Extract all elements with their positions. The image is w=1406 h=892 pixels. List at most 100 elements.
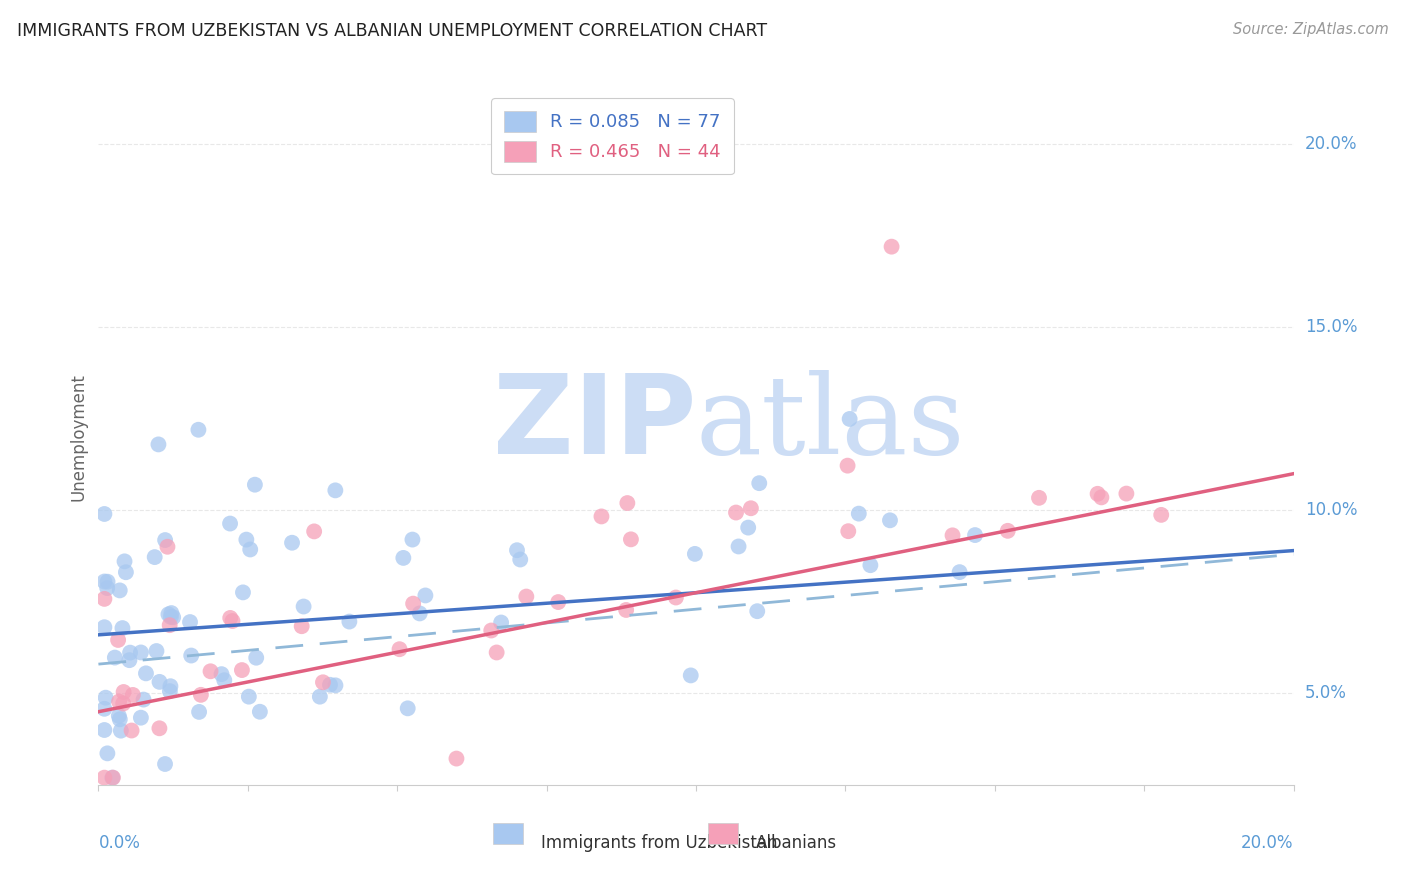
Point xyxy=(243,477,266,491)
FancyBboxPatch shape xyxy=(494,823,523,844)
Point xyxy=(665,591,688,605)
Point xyxy=(93,702,115,716)
FancyBboxPatch shape xyxy=(709,823,738,844)
Point xyxy=(1090,491,1112,505)
Point xyxy=(93,771,115,785)
Point xyxy=(108,712,131,726)
Point xyxy=(614,603,637,617)
Text: Source: ZipAtlas.com: Source: ZipAtlas.com xyxy=(1233,22,1389,37)
Point xyxy=(190,688,212,702)
Point xyxy=(159,679,181,693)
Point xyxy=(948,565,970,579)
Text: Albanians: Albanians xyxy=(756,834,837,852)
Point xyxy=(239,542,262,557)
Point xyxy=(509,552,531,566)
Point xyxy=(838,412,860,426)
Point xyxy=(93,620,115,634)
Point xyxy=(96,581,118,595)
Text: 20.0%: 20.0% xyxy=(1241,834,1294,852)
Point xyxy=(112,685,135,699)
Point xyxy=(93,591,115,606)
Point xyxy=(112,697,135,711)
Point xyxy=(96,747,118,761)
Point xyxy=(135,666,157,681)
Point xyxy=(129,711,152,725)
Point xyxy=(115,566,138,580)
Point xyxy=(108,583,131,598)
Point xyxy=(118,653,141,667)
Point xyxy=(108,709,131,723)
Point xyxy=(129,645,152,659)
Point xyxy=(291,619,314,633)
Point xyxy=(401,533,423,547)
Point xyxy=(148,674,170,689)
Point xyxy=(302,524,325,539)
Point xyxy=(94,690,117,705)
Legend: R = 0.085   N = 77, R = 0.465   N = 44: R = 0.085 N = 77, R = 0.465 N = 44 xyxy=(491,98,734,174)
Point xyxy=(1150,508,1173,522)
Point xyxy=(312,675,335,690)
Point xyxy=(479,624,502,638)
Point xyxy=(941,528,963,542)
Point xyxy=(93,723,115,737)
Point xyxy=(319,678,342,692)
Point xyxy=(325,678,347,692)
Point xyxy=(187,423,209,437)
Point xyxy=(101,771,124,785)
Point xyxy=(110,723,132,738)
Point xyxy=(159,684,181,698)
Point xyxy=(408,607,430,621)
Point xyxy=(737,520,759,534)
Point xyxy=(101,771,124,785)
Point xyxy=(153,757,176,772)
Point xyxy=(292,599,315,614)
Point xyxy=(879,513,901,527)
Point xyxy=(506,543,529,558)
Point xyxy=(1087,487,1109,501)
Point xyxy=(235,533,257,547)
Point xyxy=(232,585,254,599)
Point xyxy=(104,650,127,665)
Point xyxy=(219,611,242,625)
Text: IMMIGRANTS FROM UZBEKISTAN VS ALBANIAN UNEMPLOYMENT CORRELATION CHART: IMMIGRANTS FROM UZBEKISTAN VS ALBANIAN U… xyxy=(17,22,768,40)
Point xyxy=(93,574,115,589)
Point xyxy=(740,501,762,516)
Point xyxy=(121,723,143,738)
Point xyxy=(162,610,184,624)
Text: 15.0%: 15.0% xyxy=(1305,318,1357,336)
Point xyxy=(446,751,468,765)
Point xyxy=(415,589,437,603)
Point xyxy=(132,692,155,706)
Point xyxy=(238,690,260,704)
Point xyxy=(620,533,643,547)
Point xyxy=(748,476,770,491)
Point xyxy=(153,533,176,547)
Point xyxy=(388,642,411,657)
Text: 5.0%: 5.0% xyxy=(1305,684,1347,702)
Point xyxy=(145,644,167,658)
Point xyxy=(108,695,131,709)
Point xyxy=(848,507,870,521)
Point xyxy=(325,483,347,498)
Point xyxy=(402,597,425,611)
Point xyxy=(837,458,859,473)
Point xyxy=(148,437,170,451)
Point xyxy=(214,673,236,688)
Text: 20.0%: 20.0% xyxy=(1305,135,1357,153)
Point xyxy=(683,547,706,561)
Point xyxy=(396,701,419,715)
Point xyxy=(837,524,859,539)
Point xyxy=(249,705,271,719)
Point xyxy=(114,554,136,568)
Y-axis label: Unemployment: Unemployment xyxy=(69,373,87,501)
Point xyxy=(148,721,170,735)
Point xyxy=(880,240,903,254)
Point xyxy=(308,690,330,704)
Point xyxy=(1028,491,1050,505)
Point xyxy=(211,667,233,681)
Text: ZIP: ZIP xyxy=(492,369,696,476)
Point xyxy=(489,615,512,630)
Point xyxy=(337,615,360,629)
Point xyxy=(107,632,129,647)
Point xyxy=(281,535,304,549)
